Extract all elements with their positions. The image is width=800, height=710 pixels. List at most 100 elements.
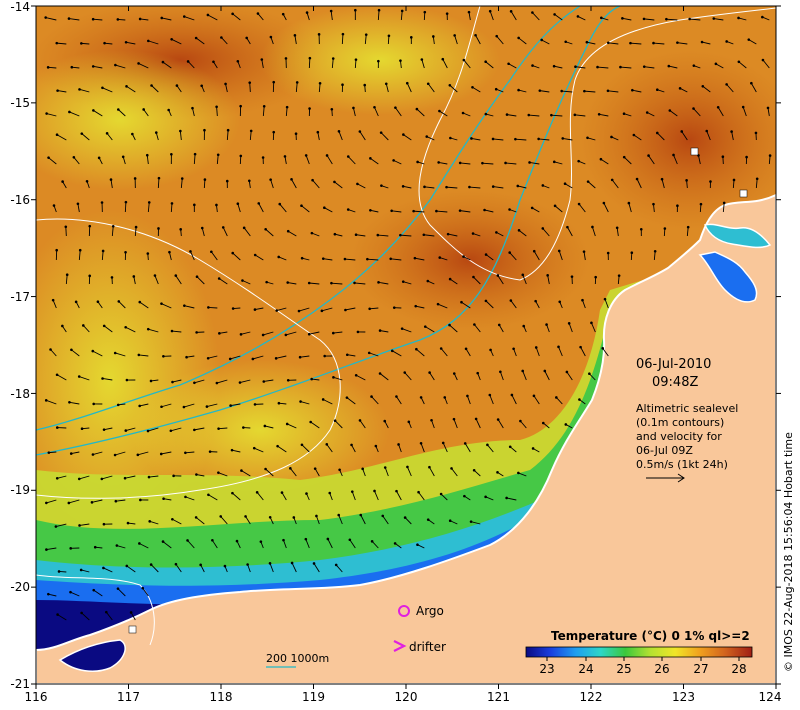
- velocity-arrow-head: [170, 37, 173, 41]
- lat-tick-label: -14: [10, 0, 30, 14]
- velocity-arrow: [186, 355, 195, 358]
- time-label: 09:48Z: [652, 375, 698, 390]
- velocity-arrow: [334, 181, 343, 189]
- velocity-arrow-head: [701, 84, 705, 88]
- velocity-arrow-head: [356, 330, 360, 334]
- velocity-arrow-head: [208, 450, 212, 453]
- velocity-arrow-head: [268, 562, 272, 565]
- velocity-arrow: [294, 35, 297, 45]
- velocity-arrow-head: [206, 13, 210, 17]
- velocity-arrow-head: [195, 473, 198, 476]
- velocity-arrow-head: [402, 133, 405, 136]
- velocity-arrow: [748, 39, 757, 45]
- velocity-arrow: [461, 301, 471, 309]
- velocity-arrow-head: [484, 253, 488, 256]
- velocity-arrow: [344, 258, 356, 261]
- velocity-arrow-head: [370, 395, 373, 398]
- velocity-arrow: [314, 468, 320, 477]
- velocity-arrow-head: [463, 442, 467, 445]
- desc-line: and velocity for: [636, 430, 722, 443]
- velocity-arrow-head: [484, 60, 487, 64]
- velocity-arrow: [522, 274, 527, 285]
- colorbar-tick-label: 27: [693, 662, 708, 676]
- velocity-arrow-head: [379, 131, 383, 134]
- velocity-arrow-head: [508, 208, 511, 211]
- velocity-arrow: [505, 162, 517, 165]
- velocity-arrow-head: [517, 229, 521, 232]
- velocity-arrow-head: [102, 428, 106, 431]
- velocity-arrow-head: [373, 489, 376, 493]
- velocity-arrow-head: [414, 304, 418, 308]
- velocity-arrow: [371, 541, 379, 549]
- velocity-arrow: [400, 234, 412, 237]
- velocity-arrow: [65, 226, 67, 237]
- velocity-arrow: [539, 90, 550, 93]
- velocity-arrow: [327, 538, 333, 549]
- velocity-arrow: [535, 347, 540, 357]
- velocity-arrow-head: [484, 299, 488, 303]
- velocity-arrow-head: [522, 324, 526, 328]
- velocity-arrow-head: [241, 279, 244, 282]
- velocity-arrow: [208, 306, 218, 309]
- velocity-arrow-head: [516, 184, 520, 188]
- velocity-arrow: [485, 61, 494, 69]
- velocity-arrow-head: [91, 453, 95, 456]
- velocity-arrow-head: [597, 112, 601, 116]
- velocity-arrow-head: [317, 33, 321, 36]
- velocity-arrow-head: [70, 348, 73, 352]
- velocity-arrow: [142, 587, 149, 597]
- velocity-arrow-head: [85, 179, 89, 183]
- station-marker: [739, 189, 748, 198]
- velocity-arrow-head: [55, 477, 59, 480]
- velocity-arrow-head: [558, 300, 562, 304]
- velocity-arrow-head: [129, 611, 133, 614]
- velocity-arrow-head: [596, 65, 599, 69]
- velocity-arrow-head: [537, 137, 540, 141]
- velocity-arrow: [264, 425, 274, 429]
- velocity-arrow: [450, 520, 458, 525]
- velocity-arrow-head: [215, 381, 219, 385]
- marker-legend: Argo drifter: [393, 604, 446, 654]
- velocity-arrow-head: [512, 347, 515, 351]
- velocity-arrow-head: [123, 476, 127, 480]
- velocity-arrow-head: [484, 112, 488, 116]
- velocity-arrow-head: [667, 64, 671, 68]
- velocity-arrow-head: [655, 131, 659, 135]
- velocity-arrow-head: [316, 130, 320, 134]
- velocity-arrow: [485, 254, 494, 261]
- velocity-arrow-head: [472, 275, 475, 279]
- velocity-arrow-head: [448, 277, 452, 281]
- velocity-arrow-head: [509, 299, 513, 302]
- velocity-arrow: [403, 281, 412, 285]
- velocity-arrow-head: [507, 62, 510, 66]
- velocity-arrow-head: [578, 398, 581, 401]
- colorbar-tick-label: 26: [654, 662, 669, 676]
- velocity-arrow: [317, 132, 320, 141]
- velocity-arrow-head: [333, 180, 336, 184]
- velocity-arrow: [93, 110, 103, 117]
- velocity-arrow-head: [768, 154, 772, 157]
- sealevel-contour-2: [36, 574, 155, 646]
- velocity-arrow: [241, 470, 251, 477]
- colorbar: Temperature (°C) 0 1% ql>=2 23 24 25 26 …: [525, 629, 753, 676]
- velocity-arrow-head: [346, 208, 350, 211]
- velocity-arrow-head: [206, 356, 210, 360]
- velocity-arrow: [391, 210, 402, 213]
- velocity-arrow: [541, 39, 550, 45]
- velocity-arrow: [101, 250, 104, 261]
- velocity-arrow-head: [141, 586, 145, 590]
- velocity-arrow: [81, 569, 90, 573]
- velocity-arrow-head: [460, 300, 463, 304]
- velocity-arrow-head: [350, 443, 353, 447]
- velocity-arrow-head: [337, 130, 341, 133]
- velocity-arrow-head: [384, 82, 388, 86]
- velocity-arrow-head: [606, 89, 610, 93]
- velocity-arrow-head: [193, 428, 196, 432]
- velocity-arrow-head: [125, 85, 128, 88]
- velocity-arrow-head: [334, 563, 338, 567]
- velocity-arrow-head: [179, 129, 182, 133]
- velocity-arrow-head: [576, 15, 580, 18]
- velocity-arrow-head: [149, 379, 153, 383]
- velocity-arrow: [355, 374, 366, 381]
- velocity-arrow: [91, 499, 103, 503]
